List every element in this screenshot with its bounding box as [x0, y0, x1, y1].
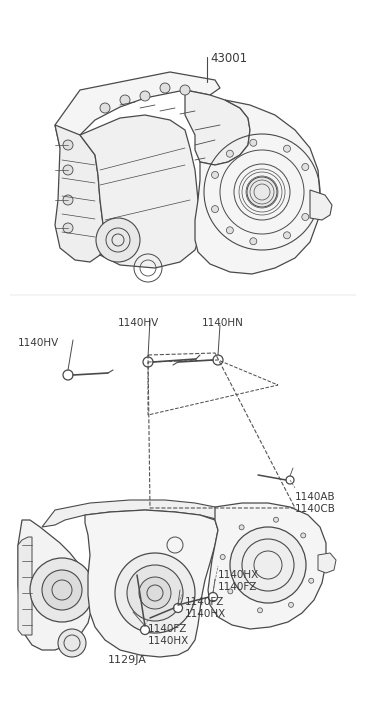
- Circle shape: [63, 370, 73, 380]
- Text: 1140FZ: 1140FZ: [218, 582, 257, 592]
- Text: 1129JA: 1129JA: [108, 655, 147, 665]
- Circle shape: [140, 91, 150, 101]
- Text: 1140HX: 1140HX: [185, 609, 226, 619]
- Polygon shape: [18, 520, 92, 650]
- Polygon shape: [195, 100, 320, 274]
- Polygon shape: [310, 190, 332, 220]
- Circle shape: [180, 85, 190, 95]
- Text: 1140FZ: 1140FZ: [185, 597, 224, 607]
- Circle shape: [286, 476, 294, 484]
- Circle shape: [212, 172, 219, 178]
- Circle shape: [173, 603, 183, 613]
- Circle shape: [115, 553, 195, 633]
- Polygon shape: [185, 90, 250, 165]
- Circle shape: [273, 517, 279, 522]
- Circle shape: [226, 150, 234, 157]
- Circle shape: [143, 357, 153, 367]
- Circle shape: [63, 140, 73, 150]
- Polygon shape: [208, 503, 326, 629]
- Text: 1140HN: 1140HN: [202, 318, 244, 328]
- Circle shape: [42, 570, 82, 610]
- Polygon shape: [318, 553, 336, 573]
- Circle shape: [30, 558, 94, 622]
- Circle shape: [302, 214, 309, 220]
- Text: 1140HV: 1140HV: [118, 318, 159, 328]
- Circle shape: [247, 177, 277, 207]
- Text: 1140AB: 1140AB: [295, 492, 336, 502]
- Circle shape: [96, 218, 140, 262]
- Circle shape: [212, 206, 219, 212]
- Text: 1140CB: 1140CB: [295, 504, 336, 514]
- Text: 1140HX: 1140HX: [148, 636, 189, 646]
- Circle shape: [309, 578, 314, 583]
- Circle shape: [228, 589, 233, 594]
- Polygon shape: [18, 537, 32, 635]
- Circle shape: [127, 565, 183, 621]
- Text: 1140FZ: 1140FZ: [148, 624, 187, 634]
- Circle shape: [100, 103, 110, 113]
- Circle shape: [139, 577, 171, 609]
- Circle shape: [230, 527, 306, 603]
- Circle shape: [220, 555, 225, 560]
- Circle shape: [226, 227, 234, 234]
- Polygon shape: [80, 115, 200, 268]
- Circle shape: [213, 355, 223, 365]
- Circle shape: [302, 164, 309, 171]
- Circle shape: [63, 165, 73, 175]
- Circle shape: [209, 593, 217, 601]
- Circle shape: [239, 525, 244, 530]
- Circle shape: [288, 603, 294, 607]
- Circle shape: [250, 140, 257, 146]
- Circle shape: [58, 629, 86, 657]
- Circle shape: [258, 608, 262, 613]
- Circle shape: [250, 238, 257, 245]
- Polygon shape: [55, 72, 220, 148]
- Polygon shape: [42, 500, 225, 527]
- Circle shape: [120, 95, 130, 105]
- Circle shape: [63, 223, 73, 233]
- Circle shape: [141, 625, 149, 635]
- Circle shape: [284, 232, 291, 238]
- Text: 1140HV: 1140HV: [18, 338, 59, 348]
- Circle shape: [284, 145, 291, 152]
- Text: 43001: 43001: [210, 52, 247, 65]
- Text: 1140HX: 1140HX: [218, 570, 259, 580]
- Circle shape: [160, 83, 170, 93]
- Circle shape: [301, 533, 306, 538]
- Polygon shape: [55, 125, 105, 262]
- Circle shape: [63, 195, 73, 205]
- Polygon shape: [85, 510, 218, 657]
